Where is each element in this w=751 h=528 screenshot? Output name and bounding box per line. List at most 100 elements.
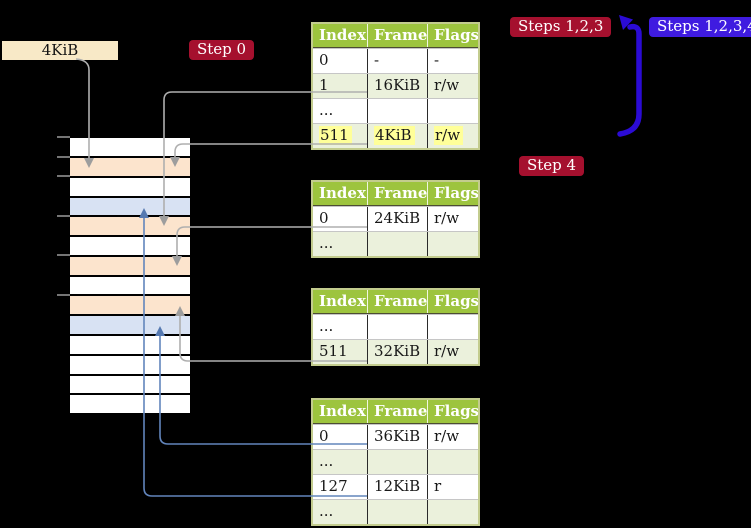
- table-cell: 16KiB: [368, 74, 428, 98]
- memory-frame-row-page-table: [70, 217, 190, 236]
- table-cell: 127: [313, 475, 368, 499]
- cell-text: r/w: [434, 76, 460, 94]
- table-cell: -: [428, 49, 478, 73]
- table-row: 127 12KiB r: [313, 474, 478, 499]
- table-cell: [368, 99, 428, 123]
- address-tick: [57, 156, 70, 158]
- cell-text: 12KiB: [374, 477, 421, 495]
- table-cell: 24KiB: [368, 207, 428, 231]
- memory-frame-row-page-table: [70, 256, 190, 275]
- page-table-level4: Index Frame Flags 0 - - 1 16KiB r/w... 511 4KiB r/…: [311, 22, 480, 150]
- table-cell: [428, 232, 478, 256]
- cell-text: r/w: [434, 427, 460, 445]
- cell-text: -: [434, 51, 440, 69]
- memory-frame-row-free: [70, 138, 190, 156]
- column-header: Flags: [434, 402, 478, 420]
- table-cell: 12KiB: [368, 475, 428, 499]
- table-cell: r: [428, 475, 478, 499]
- table-row: ...: [313, 449, 478, 474]
- table-cell: [368, 500, 428, 524]
- table-row: 1 16KiB r/w: [313, 73, 478, 98]
- cell-text: 0: [319, 51, 329, 69]
- table-row: 511 4KiB r/w: [313, 123, 478, 148]
- column-header: Flags: [434, 292, 478, 310]
- table-header-row: Index Frame Flags: [313, 400, 478, 424]
- table-row: ...: [313, 231, 478, 256]
- table-cell: r/w: [428, 124, 478, 148]
- cell-text: ...: [319, 502, 334, 520]
- column-header: Flags: [434, 26, 478, 44]
- cell-text: 24KiB: [374, 209, 421, 227]
- step4-label: Step 4: [519, 156, 585, 176]
- cell-text: r/w: [434, 126, 464, 145]
- memory-frame-row-free: [70, 237, 190, 255]
- memory-frame-row-free: [70, 355, 190, 374]
- memory-frame-row-page-table: [70, 157, 190, 176]
- table-row: ...: [313, 499, 478, 524]
- memory-frame-row-free: [70, 336, 190, 354]
- cell-text: r/w: [434, 209, 460, 227]
- cell-text: 511: [319, 342, 348, 360]
- cell-text: 32KiB: [374, 342, 421, 360]
- frame-size-box: 4KiB: [2, 41, 118, 60]
- table-cell: r/w: [428, 340, 478, 364]
- table-cell: [428, 315, 478, 339]
- memory-frame-row-free: [70, 375, 190, 394]
- address-tick: [57, 294, 70, 296]
- memory-frame-row-free: [70, 177, 190, 196]
- column-header: Frame: [368, 400, 428, 423]
- table-cell: 0: [313, 207, 368, 231]
- table-header-row: Index Frame Flags: [313, 182, 478, 206]
- table-cell: [428, 450, 478, 474]
- column-header: Index: [313, 24, 368, 47]
- table-cell: 32KiB: [368, 340, 428, 364]
- table-row: ...: [313, 314, 478, 339]
- table-row: 0 24KiB r/w: [313, 206, 478, 231]
- table-cell: 1: [313, 74, 368, 98]
- table-cell: r/w: [428, 207, 478, 231]
- steps123-label: Steps 1,2,3: [510, 17, 612, 37]
- table-cell: [368, 232, 428, 256]
- table-cell: [428, 99, 478, 123]
- column-header: Frame: [368, 290, 428, 313]
- address-tick: [57, 254, 70, 256]
- cell-text: ...: [319, 317, 334, 335]
- address-tick: [57, 136, 70, 138]
- table-cell: 511: [313, 340, 368, 364]
- table-row: 0 - -: [313, 48, 478, 73]
- page-table-level2: Index Frame Flags ... 511 32KiB r/w: [311, 288, 480, 366]
- step0-label: Step 0: [189, 40, 255, 60]
- cell-text: 4KiB: [374, 126, 415, 145]
- memory-frame-row-free: [70, 395, 190, 414]
- table-cell: 36KiB: [368, 425, 428, 449]
- table-cell: r/w: [428, 425, 478, 449]
- table-row: 0 36KiB r/w: [313, 424, 478, 449]
- table-cell: ...: [313, 315, 368, 339]
- cell-text: -: [374, 51, 380, 69]
- table-cell: [368, 450, 428, 474]
- column-header: Index: [313, 290, 368, 313]
- table-cell: -: [368, 49, 428, 73]
- table-header-row: Index Frame Flags: [313, 290, 478, 314]
- table-row: ...: [313, 98, 478, 123]
- table-cell: [368, 315, 428, 339]
- recursion-arrow-line: [617, 23, 642, 137]
- memory-frame-row-page-table: [70, 296, 190, 315]
- table-cell: ...: [313, 500, 368, 524]
- cell-text: 0: [319, 209, 329, 227]
- cell-text: ...: [319, 234, 334, 252]
- table-cell: ...: [313, 232, 368, 256]
- memory-frame-row-mapped: [70, 316, 190, 335]
- cell-text: 36KiB: [374, 427, 421, 445]
- address-tick: [57, 175, 70, 177]
- address-tick: [57, 215, 70, 217]
- cell-text: r: [434, 477, 442, 495]
- column-header: Index: [313, 182, 368, 205]
- table-cell: r/w: [428, 74, 478, 98]
- cell-text: 127: [319, 477, 348, 495]
- table-cell: ...: [313, 99, 368, 123]
- page-table-level1: Index Frame Flags 0 36KiB r/w... 127 12KiB r...: [311, 398, 480, 526]
- cell-text: ...: [319, 452, 334, 470]
- table-cell: ...: [313, 450, 368, 474]
